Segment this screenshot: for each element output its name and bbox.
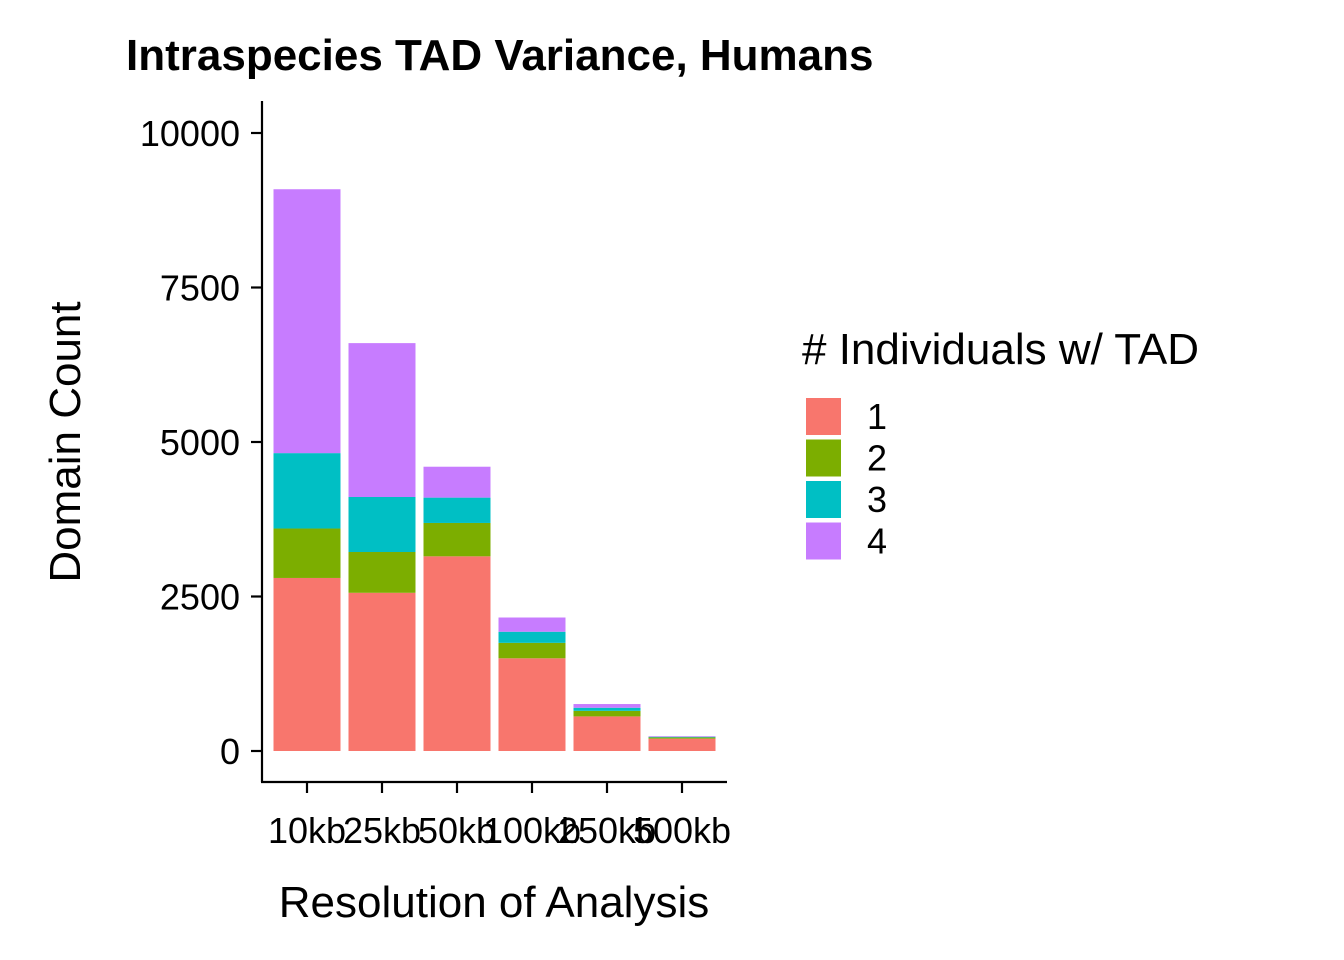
x-tick-label: 500kb [633, 810, 731, 851]
legend-title: # Individuals w/ TAD [802, 325, 1199, 374]
bar-50kb-series-3 [423, 497, 491, 523]
bar-50kb-series-2 [423, 522, 491, 557]
x-tick-label: 50kb [418, 810, 496, 851]
bar-250kb-series-4 [573, 704, 641, 708]
legend-swatch-1 [806, 398, 841, 435]
bar-25kb-series-4 [348, 343, 416, 498]
bar-10kb-series-3 [273, 453, 341, 529]
legend-label-3: 3 [867, 479, 887, 520]
y-tick-label: 10000 [140, 113, 240, 154]
bar-50kb-series-1 [423, 556, 491, 751]
legend-swatch-2 [806, 439, 841, 477]
bar-10kb-series-4 [273, 189, 341, 454]
x-tick-label: 10kb [268, 810, 346, 851]
x-tick-label: 100kb [483, 810, 581, 851]
bar-500kb-series-4 [648, 736, 716, 737]
bars-layer [273, 189, 716, 751]
chart-title: Intraspecies TAD Variance, Humans [126, 31, 873, 80]
bar-100kb-series-1 [498, 658, 566, 751]
legend-label-4: 4 [867, 521, 887, 562]
bar-250kb-series-2 [573, 710, 641, 717]
legend-swatch-4 [806, 522, 841, 560]
bar-50kb-series-4 [423, 466, 491, 498]
y-axis-ticks: 0 2500 5000 7500 10000 [140, 113, 262, 772]
bar-500kb-series-1 [648, 738, 716, 751]
y-tick-label: 0 [220, 731, 240, 772]
bar-100kb-series-3 [498, 631, 566, 643]
bar-25kb-series-2 [348, 552, 416, 593]
bar-500kb-series-2 [648, 737, 716, 739]
y-tick-label: 7500 [160, 268, 240, 309]
bar-10kb-series-2 [273, 528, 341, 578]
bar-100kb-series-4 [498, 617, 566, 632]
x-tick-label: 250kb [558, 810, 656, 851]
x-tick-label: 25kb [343, 810, 421, 851]
bar-25kb-series-1 [348, 592, 416, 751]
bar-25kb-series-3 [348, 497, 416, 553]
bar-100kb-series-2 [498, 642, 566, 659]
legend-label-1: 1 [867, 396, 887, 437]
y-tick-label: 2500 [160, 577, 240, 618]
y-tick-label: 5000 [160, 422, 240, 463]
x-axis-title: Resolution of Analysis [279, 878, 709, 927]
legend-swatch-3 [806, 481, 841, 518]
bar-10kb-series-1 [273, 577, 341, 751]
bar-250kb-series-3 [573, 707, 641, 711]
y-axis-title: Domain Count [41, 301, 90, 582]
bar-250kb-series-1 [573, 716, 641, 751]
bar-500kb-series-3 [648, 736, 716, 738]
legend-label-2: 2 [867, 438, 887, 479]
